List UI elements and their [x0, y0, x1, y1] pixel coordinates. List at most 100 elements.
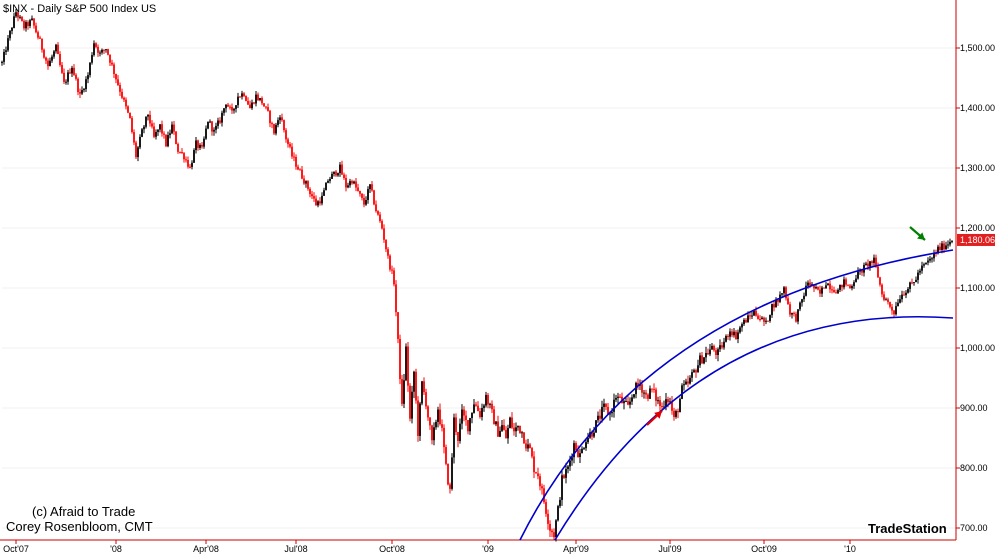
candle-body: [665, 399, 667, 407]
candle-body: [233, 108, 235, 111]
candle-body: [321, 195, 323, 204]
candle-body: [749, 315, 751, 317]
candle-body: [135, 142, 137, 158]
candle-body: [951, 240, 953, 242]
candle-body: [21, 16, 23, 21]
candle-body: [51, 56, 53, 61]
candle-body: [113, 64, 115, 75]
candle-body: [663, 406, 665, 408]
candle-body: [63, 72, 65, 82]
candle-body: [191, 162, 193, 167]
candle-body: [27, 22, 29, 26]
lower-arc: [554, 316, 954, 541]
candle-body: [143, 126, 145, 130]
candle-body: [593, 432, 595, 437]
candle-body: [947, 244, 949, 246]
candle-body: [671, 401, 673, 411]
candle-body: [319, 201, 321, 204]
candle-body: [493, 409, 495, 425]
candle-body: [741, 324, 743, 328]
candle-body: [739, 327, 741, 333]
candle-body: [923, 264, 925, 266]
candle-body: [783, 287, 785, 294]
candle-body: [825, 285, 827, 289]
candle-body: [431, 425, 433, 441]
candle-body: [509, 417, 511, 429]
candle-body: [253, 102, 255, 104]
candle-body: [417, 400, 419, 436]
candle-body: [125, 99, 127, 107]
candle-body: [343, 174, 345, 178]
candle-body: [855, 278, 857, 283]
candle-body: [77, 78, 79, 93]
x-tick-label: Jul'08: [284, 544, 307, 554]
candle-body: [763, 317, 765, 322]
candle-body: [809, 282, 811, 286]
candle-body: [165, 134, 167, 147]
candle-body: [179, 151, 181, 153]
candle-body: [471, 412, 473, 419]
candle-body: [157, 129, 159, 132]
candle-body: [919, 270, 921, 273]
candle-body: [99, 52, 101, 54]
candle-body: [217, 120, 219, 126]
candle-body: [155, 131, 157, 137]
candle-body: [121, 91, 123, 98]
candle-body: [141, 129, 143, 137]
candle-body: [913, 282, 915, 284]
candle-body: [187, 160, 189, 167]
y-tick-label: 1,300.00: [960, 163, 995, 173]
candle-body: [479, 411, 481, 417]
candle-body: [209, 121, 211, 123]
candle-body: [847, 284, 849, 286]
candle-body: [681, 385, 683, 399]
candle-body: [197, 140, 199, 148]
candle-body: [235, 105, 237, 109]
candle-body: [289, 144, 291, 147]
candle-body: [687, 381, 689, 384]
arrow-annotations: [646, 226, 926, 426]
candle-body: [679, 398, 681, 413]
x-tick-label: Oct'08: [379, 544, 405, 554]
candle-body: [539, 476, 541, 487]
x-tick-label: Jul'09: [658, 544, 681, 554]
candle-body: [387, 249, 389, 256]
candle-body: [15, 12, 17, 17]
candle-body: [915, 279, 917, 283]
candle-body: [383, 228, 385, 240]
candle-body: [443, 427, 445, 448]
candle-body: [379, 214, 381, 222]
candle-body: [871, 261, 873, 263]
candle-body: [229, 106, 231, 108]
candle-body: [273, 123, 275, 134]
candle-body: [3, 51, 5, 62]
candle-body: [81, 90, 83, 94]
candle-body: [703, 357, 705, 364]
candle-body: [603, 403, 605, 407]
candle-body: [569, 460, 571, 467]
candle-body: [893, 310, 895, 315]
candle-body: [789, 304, 791, 315]
candle-body: [941, 243, 943, 251]
candle-body: [753, 310, 755, 316]
candle-body: [899, 299, 901, 303]
candle-body: [365, 200, 367, 205]
candle-body: [407, 346, 409, 386]
candle-body: [897, 302, 899, 307]
candle-body: [511, 417, 513, 428]
candle-body: [827, 283, 829, 286]
candle-body: [553, 532, 555, 538]
candle-body: [223, 108, 225, 113]
candle-body: [617, 396, 619, 398]
candle-body: [159, 124, 161, 130]
candle-body: [771, 304, 773, 316]
candle-body: [949, 241, 951, 245]
candle-body: [907, 288, 909, 293]
candle-body: [607, 406, 609, 415]
candle-body: [357, 187, 359, 192]
candle-body: [249, 104, 251, 109]
candle-body: [781, 293, 783, 295]
candle-body: [437, 409, 439, 422]
candle-body: [597, 415, 599, 421]
